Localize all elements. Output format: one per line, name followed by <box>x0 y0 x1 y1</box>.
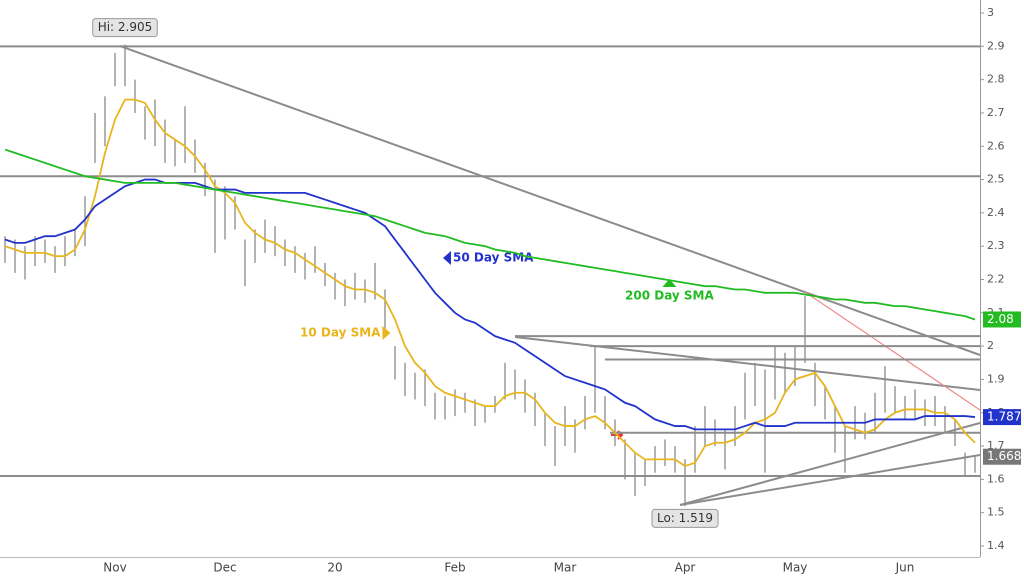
trendline <box>679 454 981 506</box>
x-tick-label: Jun <box>895 561 915 575</box>
x-tick-label: Mar <box>554 561 577 575</box>
plot-area <box>0 0 980 557</box>
annotation-box <box>651 508 719 528</box>
annotation-box <box>92 18 158 38</box>
y-tick-label: 1.6 <box>987 472 1005 485</box>
trendline <box>119 45 981 356</box>
label-arrow <box>382 326 391 340</box>
value-tag <box>983 409 1021 426</box>
price-tag <box>983 448 1021 465</box>
y-tick-label: 1.4 <box>987 539 1005 552</box>
y-tick-label: 2 <box>987 339 994 352</box>
x-tick-label: Feb <box>444 561 465 575</box>
series-label: 50 Day SMA <box>453 251 534 265</box>
y-tick-label: 2.8 <box>987 73 1005 86</box>
y-tick-label: 2.2 <box>987 273 1005 286</box>
x-tick-label: Dec <box>213 561 236 575</box>
x-tick-label: 20 <box>327 561 342 575</box>
trendline <box>679 422 981 506</box>
value-tag-label: 1.787 <box>987 410 1021 424</box>
x-tick-label: May <box>783 561 808 575</box>
label-arrow <box>662 279 677 287</box>
annotation: Hi: 2.905 <box>98 20 153 34</box>
label-arrow <box>443 251 451 265</box>
sma-line <box>4 98 976 468</box>
sma-line <box>4 148 976 321</box>
y-tick-label: 2.6 <box>987 139 1005 152</box>
y-tick-label: 1.5 <box>987 506 1005 519</box>
series-label: 10 Day SMA <box>300 326 381 340</box>
series-label: 200 Day SMA <box>625 289 715 303</box>
y-tick-label: 2.3 <box>987 239 1005 252</box>
layer: 1.41.51.61.71.81.922.12.22.32.42.52.62.7… <box>0 6 1021 575</box>
y-tick-label: 3 <box>987 6 994 19</box>
y-tick-label: 2.5 <box>987 173 1005 186</box>
x-tick-label: Apr <box>675 561 696 575</box>
x-tick-label: Nov <box>103 561 126 575</box>
y-tick-label: 2.7 <box>987 106 1005 119</box>
annotation: Lo: 1.519 <box>657 511 713 525</box>
y-tick-label: 2.9 <box>987 39 1005 52</box>
y-tick-label: 2.4 <box>987 206 1005 219</box>
trendline-red <box>804 291 981 411</box>
value-tag <box>983 311 1021 328</box>
value-tag-label: 2.08 <box>987 312 1014 326</box>
price-tag-label: 1.668 <box>987 449 1021 463</box>
y-tick-label: 1.9 <box>987 372 1005 385</box>
